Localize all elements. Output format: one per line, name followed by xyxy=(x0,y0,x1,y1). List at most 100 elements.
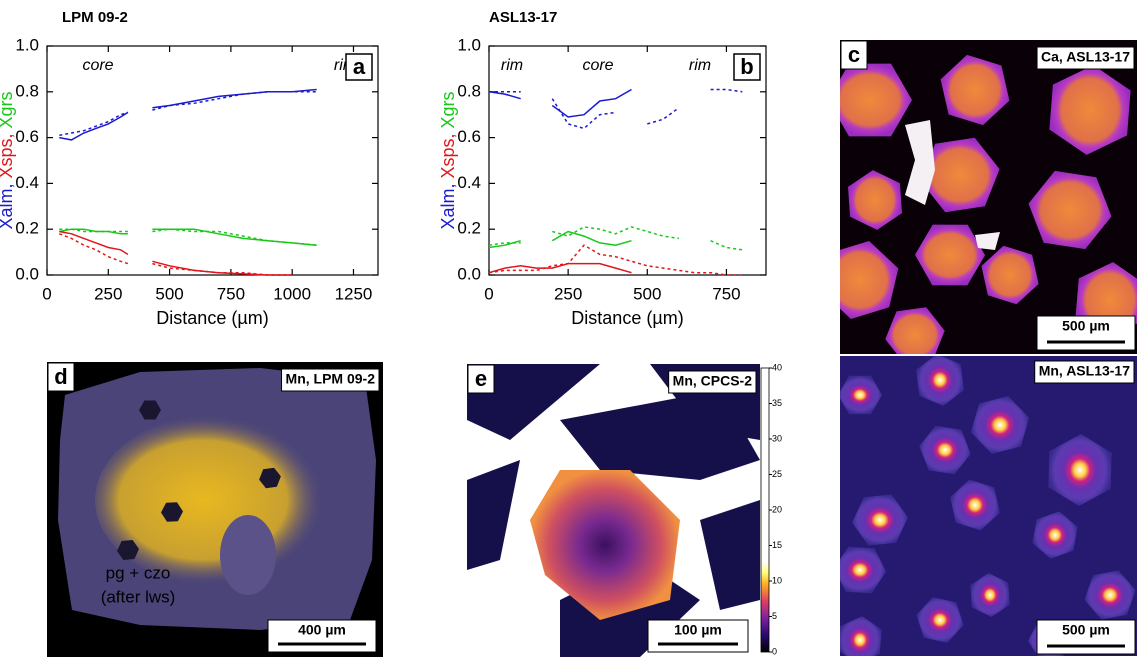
y-tick-label: 0.2 xyxy=(457,219,481,238)
image-label: Mn, ASL13-17 xyxy=(1039,363,1130,379)
image-texture xyxy=(840,616,882,656)
data-line xyxy=(488,88,632,118)
y-tick-label: 0.8 xyxy=(457,81,481,100)
colorbar-tick-label: 25 xyxy=(772,469,782,479)
data-line xyxy=(59,88,317,141)
x-tick-label: 500 xyxy=(633,284,661,303)
image-label: Mn, LPM 09-2 xyxy=(286,371,376,387)
image-mn xyxy=(840,356,1137,656)
x-tick-label: 500 xyxy=(155,284,183,303)
image-ca xyxy=(840,40,1137,354)
image-texture xyxy=(840,546,886,594)
image-e xyxy=(467,364,760,657)
image-texture xyxy=(700,500,760,610)
panel-label-box xyxy=(733,53,761,81)
image-texture xyxy=(852,494,908,546)
scale-box xyxy=(267,619,377,653)
x-axis-label: Distance (µm) xyxy=(156,308,268,328)
image-texture xyxy=(1048,434,1112,506)
colorbar-tick-label: 0 xyxy=(772,646,777,656)
image-texture xyxy=(970,396,1030,454)
colorbar-tick-label: 40 xyxy=(772,362,782,372)
image-texture xyxy=(139,400,161,420)
image-texture xyxy=(259,467,281,489)
scale-box xyxy=(1036,315,1136,351)
x-tick-label: 250 xyxy=(94,284,122,303)
annotation: rim xyxy=(689,57,711,74)
image-texture xyxy=(1032,511,1078,559)
image-texture xyxy=(161,502,183,522)
panel-letter: c xyxy=(848,42,860,67)
image-texture xyxy=(840,241,899,319)
image-annotation: pg + czo xyxy=(106,563,171,582)
colorbar-tick-label: 5 xyxy=(772,611,777,621)
image-texture xyxy=(117,540,139,560)
colorbar-tick-label: 10 xyxy=(772,575,782,585)
scale-box xyxy=(1036,619,1136,655)
image-texture xyxy=(916,597,964,643)
image-texture xyxy=(975,232,1000,250)
image-texture xyxy=(970,573,1010,617)
y-tick-label: 0.4 xyxy=(457,173,481,192)
panel-label-box xyxy=(345,53,373,81)
y-label-part: Xsps, xyxy=(0,133,16,178)
colorbar-tick-label: 15 xyxy=(772,540,782,550)
annotation: core xyxy=(82,57,113,74)
data-line xyxy=(489,88,743,130)
image-panels: c Ca, ASL13-17 500 µm Mn, ASL13-17 500 µm d Mn… xyxy=(47,40,1137,657)
data-line xyxy=(488,226,743,251)
image-texture xyxy=(920,137,1000,213)
image-overlay: d Mn, LPM 09-2 400 µm pg + czo (after lws) xyxy=(47,362,380,653)
image-label-box xyxy=(281,368,380,392)
scale-label: 500 µm xyxy=(1062,622,1110,638)
image-texture xyxy=(916,356,964,406)
image-texture xyxy=(915,224,985,286)
scale-label: 400 µm xyxy=(298,622,346,638)
chart-title: LPM 09-2 xyxy=(62,9,128,26)
y-axis-label: Xalm, Xsps, Xgrs xyxy=(0,91,16,229)
y-label-part: Xsps, xyxy=(438,133,458,178)
x-tick-label: 750 xyxy=(712,284,740,303)
image-overlay: Mn, ASL13-17 500 µm xyxy=(1034,360,1136,655)
image-label-box xyxy=(668,370,757,394)
y-tick-label: 0.8 xyxy=(15,81,39,100)
x-tick-label: 750 xyxy=(217,284,245,303)
scale-label: 100 µm xyxy=(674,622,722,638)
x-axis-label: Distance (µm) xyxy=(571,308,683,328)
image-texture xyxy=(848,170,902,230)
scale-box xyxy=(647,619,749,653)
x-tick-label: 0 xyxy=(42,284,51,303)
image-overlay: c Ca, ASL13-17 500 µm xyxy=(840,40,1136,351)
panel-letter-box xyxy=(47,362,75,392)
colorbar-tick-label: 35 xyxy=(772,398,782,408)
colorbar-tick-label: 30 xyxy=(772,433,782,443)
annotation: rim xyxy=(501,57,523,74)
panel-letter-box xyxy=(840,40,868,70)
panel-label: b xyxy=(740,54,753,79)
data-line xyxy=(488,244,743,276)
y-label-part: Xalm, xyxy=(0,184,16,230)
data-line xyxy=(59,230,293,276)
charts: LPM 09-2 0.0 0.2 0.4 0.6 0.8 1.0 0 250 500 750 1000… xyxy=(0,9,767,328)
image-texture xyxy=(95,415,335,585)
y-tick-label: 0.4 xyxy=(15,173,39,192)
scale-label: 500 µm xyxy=(1062,318,1110,334)
line-chart: ASL13-17 0.0 0.2 0.4 0.6 0.8 1.0 0 250 500 750 Dist… xyxy=(438,9,767,328)
image-texture xyxy=(530,470,680,620)
y-label-part: Xgrs xyxy=(438,91,458,128)
y-axis-label: Xalm, Xsps, Xgrs xyxy=(438,91,458,229)
data-line xyxy=(59,91,317,137)
image-texture xyxy=(560,390,760,480)
image-label: Ca, ASL13-17 xyxy=(1041,49,1130,65)
plot-frame xyxy=(46,45,379,276)
image-texture xyxy=(1049,65,1131,155)
image-texture xyxy=(840,63,912,137)
image-texture xyxy=(467,364,600,440)
panel-letter: e xyxy=(475,366,487,391)
data-line xyxy=(59,233,293,276)
panel-letter: d xyxy=(54,364,67,389)
image-texture xyxy=(950,479,1000,531)
data-line xyxy=(59,228,317,246)
image-texture xyxy=(467,460,520,570)
